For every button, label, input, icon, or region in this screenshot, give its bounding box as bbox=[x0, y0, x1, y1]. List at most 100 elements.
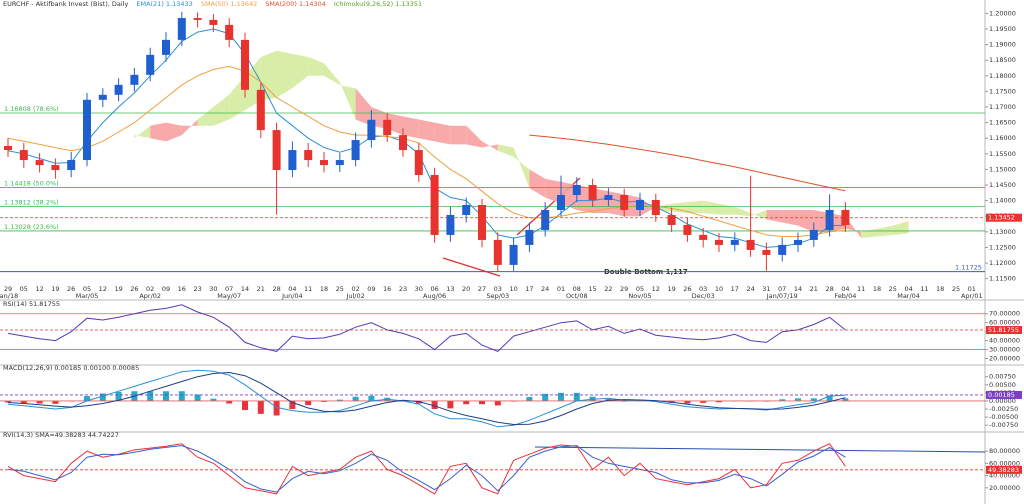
histogram-bar bbox=[463, 400, 470, 405]
x-tick-label: 26 bbox=[67, 285, 75, 293]
histogram-bar bbox=[52, 400, 59, 404]
ichimoku-cloud bbox=[513, 147, 530, 189]
x-tick-label: 01 bbox=[557, 285, 565, 293]
y-tick-label: 40.00000 bbox=[989, 472, 1020, 480]
histogram-bar bbox=[194, 394, 201, 401]
candle-body bbox=[588, 185, 597, 200]
x-tick-label: 29 bbox=[620, 285, 628, 293]
candle-body bbox=[335, 160, 344, 166]
histogram-bar bbox=[178, 391, 185, 401]
ichimoku-cloud bbox=[276, 50, 293, 98]
candle-body bbox=[83, 99, 91, 161]
legend-entry: EMA(21) 1.13433 bbox=[136, 0, 192, 8]
y-tick-label: 0.00750 bbox=[989, 373, 1016, 381]
candle-body bbox=[146, 54, 155, 75]
histogram-bar bbox=[273, 400, 280, 416]
x-tick-label: 09 bbox=[162, 285, 170, 293]
ichimoku-cloud bbox=[403, 116, 419, 139]
indicator-line bbox=[7, 369, 846, 428]
candle-body bbox=[809, 229, 818, 240]
trend-line bbox=[442, 257, 501, 277]
candle-body bbox=[209, 19, 218, 25]
ichimoku-cloud bbox=[166, 122, 182, 142]
histogram-bar bbox=[305, 400, 312, 406]
indicator-line bbox=[7, 304, 846, 352]
indicator-line bbox=[7, 371, 846, 426]
ichimoku-cloud bbox=[339, 82, 356, 120]
histogram-bar bbox=[795, 398, 801, 401]
last-value-tag bbox=[986, 390, 1022, 399]
y-tick-label: 1.15500 bbox=[989, 150, 1016, 158]
x-tick-label: 15 bbox=[588, 285, 596, 293]
y-tick-label: 30.00000 bbox=[989, 346, 1020, 354]
histogram-bar bbox=[447, 400, 454, 409]
x-tick-label: 25 bbox=[889, 285, 897, 293]
y-tick-label: 0.00500 bbox=[989, 381, 1016, 389]
x-tick-label: 26 bbox=[130, 285, 138, 293]
candle-body bbox=[351, 140, 360, 161]
histogram-bar bbox=[99, 393, 106, 401]
x-tick-label: 20 bbox=[462, 285, 470, 293]
x-tick-label: 12 bbox=[652, 285, 660, 293]
ichimoku-cloud bbox=[213, 94, 230, 126]
histogram-bar bbox=[368, 395, 375, 401]
ichimoku-cloud bbox=[466, 125, 482, 148]
y-tick-label: 20.00000 bbox=[989, 484, 1020, 492]
y-tick-label: 1.15000 bbox=[989, 165, 1016, 173]
candle-body bbox=[272, 130, 281, 171]
ichimoku-cloud bbox=[450, 125, 467, 145]
histogram-bar bbox=[700, 400, 707, 403]
y-tick-label: 1.17500 bbox=[989, 87, 1016, 95]
legend-entry: SMA(200) 1.14304 bbox=[265, 0, 326, 8]
candle-body bbox=[462, 204, 471, 215]
x-tick-label: 10 bbox=[715, 285, 723, 293]
x-month-label: Nov/05 bbox=[628, 292, 651, 300]
candle-body bbox=[493, 239, 502, 265]
candle-body bbox=[667, 214, 676, 225]
x-tick-label: 26 bbox=[683, 285, 691, 293]
candle-body bbox=[367, 119, 376, 141]
x-tick-label: 14 bbox=[241, 285, 249, 293]
x-month-label: Aug/06 bbox=[423, 292, 446, 300]
histogram-bar bbox=[5, 400, 11, 403]
candle-body bbox=[715, 239, 723, 245]
histogram-bar bbox=[684, 400, 691, 404]
candle-body bbox=[241, 39, 249, 90]
histogram-bar bbox=[479, 400, 485, 405]
candle-body bbox=[509, 244, 518, 265]
indicator-line bbox=[7, 28, 846, 248]
y-tick-label: 1.18000 bbox=[989, 72, 1016, 80]
candle-body bbox=[383, 119, 392, 136]
candle-body bbox=[525, 229, 534, 245]
ichimoku-cloud bbox=[703, 200, 719, 215]
ichimoku-cloud bbox=[260, 50, 277, 101]
ichimoku-cloud bbox=[766, 209, 783, 223]
ichimoku-cloud bbox=[197, 106, 214, 126]
x-tick-label: 16 bbox=[383, 285, 391, 293]
x-month-label: May/07 bbox=[217, 292, 241, 300]
y-tick-label: -0.00750 bbox=[989, 421, 1018, 429]
histogram-bar bbox=[526, 397, 533, 401]
x-month-label: Dec/03 bbox=[692, 292, 715, 300]
x-tick-label: 05 bbox=[83, 285, 91, 293]
histogram-bar bbox=[494, 400, 501, 406]
candle-body bbox=[225, 24, 234, 40]
y-tick-label: 20.00000 bbox=[989, 355, 1020, 363]
candle-body bbox=[699, 234, 708, 240]
panel-title: MACD(12,26,9) 0.00185 0.00100 0.00085 bbox=[3, 364, 139, 372]
x-tick-label: 03 bbox=[494, 285, 502, 293]
y-tick-label: 40.00000 bbox=[989, 337, 1020, 345]
candle-body bbox=[620, 194, 629, 210]
histogram-bar bbox=[352, 396, 359, 401]
indicator-line bbox=[7, 445, 846, 493]
ichimoku-cloud bbox=[418, 119, 435, 142]
ichimoku-cloud bbox=[845, 216, 862, 239]
histogram-bar bbox=[163, 391, 169, 401]
histogram-bar bbox=[558, 392, 564, 401]
ichimoku-cloud bbox=[529, 169, 546, 198]
x-tick-label: 27 bbox=[478, 285, 486, 293]
y-tick-label: 1.17000 bbox=[989, 103, 1016, 111]
x-tick-label: 01 bbox=[968, 285, 976, 293]
histogram-bar bbox=[842, 398, 849, 401]
